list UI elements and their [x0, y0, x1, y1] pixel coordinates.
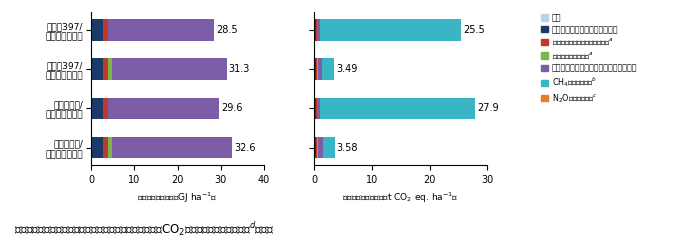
Text: 31.3: 31.3 [229, 64, 250, 74]
Bar [103, 19, 108, 41]
Text: 32.6: 32.6 [234, 142, 255, 153]
Bar [112, 58, 227, 80]
Bar [103, 137, 108, 158]
Bar [91, 58, 92, 80]
X-axis label: エネルギー投入量（GJ ha$^{-1}$）: エネルギー投入量（GJ ha$^{-1}$） [137, 191, 218, 205]
Bar [317, 19, 320, 41]
Bar [314, 137, 315, 158]
Bar [323, 137, 335, 158]
Bar [318, 58, 323, 80]
Bar [91, 19, 92, 41]
Legend: 育苗, 圃場作業（トラクター作業等）, 収穫物（生もみ）トラック輸送$^a$, 稲わらトラック輸送$^a$, 農業資材（肥料、農薬、農業機械）消費, CH$_4: 育苗, 圃場作業（トラクター作業等）, 収穫物（生もみ）トラック輸送$^a$, … [541, 13, 637, 104]
Text: 25.5: 25.5 [463, 25, 484, 35]
Bar [315, 19, 316, 41]
Text: 27.9: 27.9 [477, 103, 498, 113]
Bar [92, 137, 103, 158]
Text: 29.6: 29.6 [221, 103, 243, 113]
Bar [317, 97, 320, 119]
Bar [315, 58, 316, 80]
Bar [320, 97, 475, 119]
Text: 28.5: 28.5 [216, 25, 238, 35]
Bar [314, 19, 315, 41]
Bar [108, 19, 214, 41]
Bar [314, 58, 315, 80]
X-axis label: 温室効果ガス排出量（t CO$_2$ eq. ha$^{-1}$）: 温室効果ガス排出量（t CO$_2$ eq. ha$^{-1}$） [342, 191, 459, 205]
Bar [320, 19, 461, 41]
Bar [92, 19, 103, 41]
Text: 3.49: 3.49 [336, 64, 357, 74]
Bar [91, 137, 92, 158]
Text: 図１　単位面積あたりのエネルギー投入量（左）およびCO$_2$等価温室効果ガス排出量$^d$（右）: 図１ 単位面積あたりのエネルギー投入量（左）およびCO$_2$等価温室効果ガス排… [14, 220, 274, 238]
Bar [91, 97, 92, 119]
Bar [314, 97, 315, 119]
Bar [112, 137, 232, 158]
Bar [315, 137, 316, 158]
Bar [103, 58, 108, 80]
Bar [315, 97, 316, 119]
Bar [103, 97, 108, 119]
Text: 3.58: 3.58 [337, 142, 358, 153]
Bar [318, 137, 323, 158]
Bar [92, 97, 103, 119]
Bar [323, 58, 334, 80]
Bar [92, 58, 103, 80]
Bar [108, 58, 112, 80]
Bar [108, 137, 112, 158]
Bar [108, 97, 219, 119]
